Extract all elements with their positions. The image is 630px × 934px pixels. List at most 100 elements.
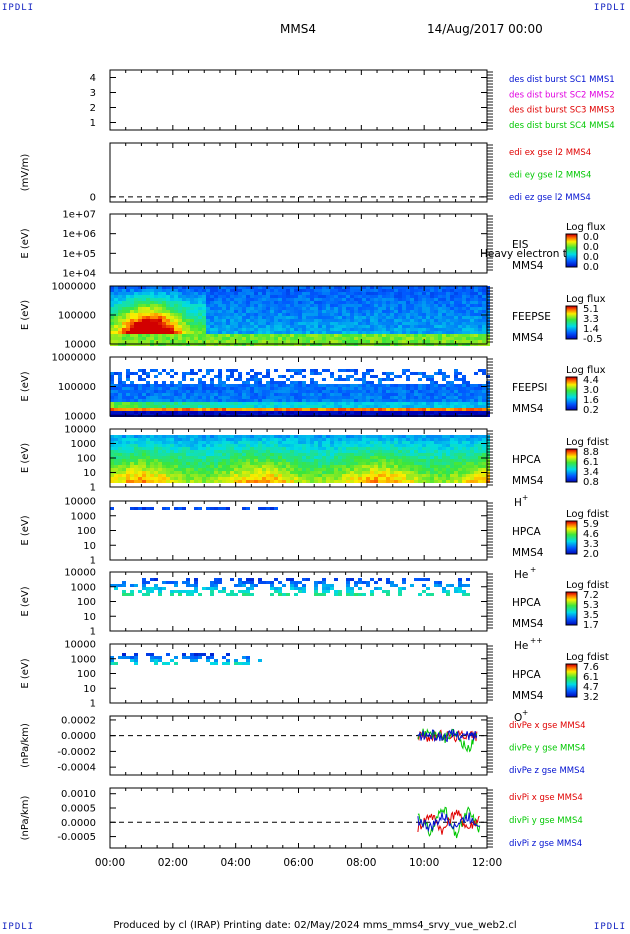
colorbar-title: Log flux	[566, 365, 606, 376]
y-tick-label: 10	[83, 541, 96, 552]
legend-entry: edi ey gse l2 MMS4	[509, 171, 591, 181]
y-tick-label: 10000	[64, 412, 96, 423]
series-line-red	[417, 809, 480, 835]
y-tick-label: 100	[77, 454, 96, 465]
y-tick-label: 10000	[64, 568, 96, 579]
frame-divpi	[109, 787, 488, 849]
colorbar	[566, 377, 577, 411]
y-axis-label: (nPa/km)	[20, 723, 31, 768]
legend-entry: divPe y gse MMS4	[509, 744, 586, 754]
right-tick-comb	[487, 71, 493, 130]
colorbar-tick-label: 1.7	[583, 620, 599, 631]
mission-title: MMS4	[280, 22, 316, 36]
right-tick-comb	[487, 502, 493, 558]
colorbar-tick-label: 3.4	[583, 467, 599, 478]
right-tick-comb	[487, 144, 493, 200]
colorbar-tick-label: 5.9	[583, 519, 599, 530]
legend-entry: divPi x gse MMS4	[509, 793, 583, 803]
corner-label-bottom-left: IPDLI	[2, 922, 35, 932]
x-tick-label: 06:00	[283, 857, 313, 869]
y-tick-label: 2	[90, 103, 96, 114]
y-tick-label: 1000000	[51, 282, 96, 293]
spectrogram-feepsi	[110, 369, 490, 417]
legend-entry: edi ez gse l2 MMS4	[509, 193, 591, 203]
colorbar-title: Log fdist	[566, 509, 609, 520]
colorbar-title: Log flux	[566, 294, 606, 305]
y-tick-label: -0.0002	[57, 747, 96, 758]
y-axis-label: E (eV)	[20, 586, 31, 616]
legend-entry: divPi y gse MMS4	[509, 816, 583, 826]
y-tick-label: 10	[83, 468, 96, 479]
colorbar-tick-label: 0.0	[583, 262, 599, 273]
x-tick-label: 12:00	[472, 857, 502, 869]
colorbar	[566, 234, 577, 268]
x-tick-label: 08:00	[346, 857, 376, 869]
instrument-sc: MMS4	[512, 403, 544, 415]
instrument-name: HPCA	[512, 669, 542, 681]
frame-dist	[109, 69, 488, 131]
panel-feepsi: 10000 100000 1000000 E (eV) FEEPSI MMS4 Log fl…	[20, 353, 606, 423]
y-tick-label: 0.0010	[61, 789, 96, 800]
species-label: O	[514, 712, 522, 724]
corner-label-top-right: IPDLI	[593, 3, 626, 13]
y-axis-label: E (eV)	[20, 515, 31, 545]
y-axis-label: (mV/m)	[20, 154, 31, 192]
y-tick-label: 0.0005	[61, 804, 96, 815]
colorbar	[566, 521, 577, 555]
colorbar-title: Log fdist	[566, 652, 609, 663]
footer-credit: Produced by cl (IRAP) Printing date: 02/…	[113, 920, 517, 931]
y-tick-label: 1e+07	[62, 210, 96, 221]
y-tick-label: 10000	[64, 640, 96, 651]
panel-hpca_o: 1 10 100 1000 10000 E (eV) HPCA MMS4 O + Log fdist…	[20, 640, 609, 725]
series-line-green	[417, 728, 478, 753]
y-tick-label: 10	[83, 612, 96, 623]
instrument-sc: MMS4	[512, 690, 544, 702]
colorbar-frame	[565, 520, 578, 555]
instrument-name: FEEPSE	[512, 311, 551, 323]
frame-divpe	[109, 715, 488, 776]
y-tick-label: 10000	[64, 340, 96, 351]
y-tick-label: 0.0000	[61, 818, 96, 829]
y-tick-label: 0	[90, 192, 96, 203]
legend-entry: des dist burst SC2 MMS2	[509, 90, 615, 100]
x-tick-label: 00:00	[95, 857, 125, 869]
colorbar-tick-label: 2.0	[583, 549, 599, 560]
right-tick-comb	[487, 287, 493, 343]
colorbar	[566, 664, 577, 698]
corner-label-top-left: IPDLI	[2, 3, 35, 13]
y-tick-label: 10000	[64, 425, 96, 436]
plot-date: 14/Aug/2017 00:00	[427, 22, 543, 36]
y-tick-label: 1000	[71, 582, 96, 593]
y-axis-label: E (eV)	[20, 300, 31, 330]
colorbar-frame	[565, 233, 578, 268]
y-tick-label: 10	[83, 684, 96, 695]
colorbar-frame	[565, 663, 578, 698]
overlay-text: Heavy electron to	[480, 248, 573, 260]
colorbar-tick-label: 6.1	[583, 672, 599, 683]
y-tick-label: 100	[77, 669, 96, 680]
y-tick-label: 1e+05	[62, 249, 96, 260]
right-tick-comb	[487, 645, 493, 701]
y-tick-label: 1e+04	[62, 269, 96, 280]
colorbar-tick-label: 3.5	[583, 610, 599, 621]
legend-entry: divPe x gse MMS4	[509, 721, 586, 731]
y-tick-label: 1000	[71, 511, 96, 522]
colorbar-tick-label: 4.7	[583, 682, 599, 693]
frame-eis	[109, 213, 488, 274]
instrument-name: HPCA	[512, 597, 542, 609]
frame-hpca_o	[109, 643, 488, 704]
y-tick-label: 100000	[58, 311, 96, 322]
species-charge: +	[522, 493, 528, 502]
colorbar-tick-label: 0.0	[583, 252, 599, 263]
y-tick-label: 1e+06	[62, 229, 96, 240]
instrument-name: EIS	[512, 239, 529, 251]
colorbar-tick-label: 4.4	[583, 375, 599, 386]
colorbar-tick-label: 7.6	[583, 662, 599, 673]
spectrogram-hpca_o	[110, 653, 262, 665]
y-tick-label: 1	[90, 556, 96, 567]
spectrogram-hpca_he2	[110, 578, 470, 596]
colorbar-tick-label: 1.6	[583, 395, 599, 406]
right-tick-comb	[487, 358, 493, 414]
